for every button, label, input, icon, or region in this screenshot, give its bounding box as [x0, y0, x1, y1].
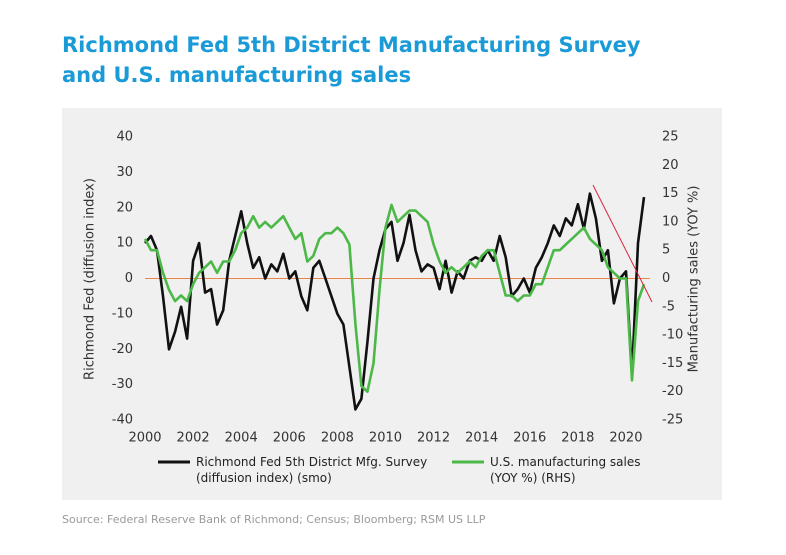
y2-tick-label: -25: [662, 413, 683, 428]
y-axis-label: Richmond Fed (diffusion index): [83, 178, 98, 380]
x-tick-label: 2000: [128, 431, 161, 446]
y-tick-label: 40: [116, 130, 133, 145]
trend-line: [592, 184, 653, 303]
chart-title: Richmond Fed 5th District Manufacturing …: [62, 33, 641, 57]
x-tick-label: 2008: [321, 431, 354, 446]
y2-tick-label: 10: [662, 214, 679, 229]
y-tick-label: 0: [125, 271, 133, 286]
x-tick-label: 2016: [513, 431, 546, 446]
y2-tick-label: -10: [662, 328, 683, 343]
y2-tick-label: 5: [662, 243, 670, 258]
y-tick-label: -30: [112, 377, 133, 392]
series-line: [143, 203, 646, 393]
plot-background: [62, 108, 722, 500]
legend-label: U.S. manufacturing sales (YOY %) (RHS): [490, 455, 641, 485]
y2-tick-label: 25: [662, 130, 679, 145]
x-tick-label: 2002: [177, 431, 210, 446]
y2-tick-label: 20: [662, 158, 679, 173]
series-line: [144, 192, 646, 411]
x-tick-label: 2012: [417, 431, 450, 446]
x-tick-label: 2018: [561, 431, 594, 446]
y-tick-label: 30: [116, 165, 133, 180]
y2-tick-label: -20: [662, 384, 683, 399]
y-tick-label: -20: [112, 342, 133, 357]
y-tick-label: -40: [112, 413, 133, 428]
legend-label: Richmond Fed 5th District Mfg. Survey (d…: [196, 455, 428, 485]
y2-tick-label: -15: [662, 356, 683, 371]
x-tick-label: 2020: [609, 431, 642, 446]
x-tick-label: 2010: [369, 431, 402, 446]
y2-axis-label: Manufacturing sales (YOY %): [687, 186, 702, 373]
x-tick-label: 2014: [465, 431, 498, 446]
plot: -40 -30 -20 -10 0 10 20 30 40 -25 -20 -15 -10 -5 0 5 10 1…: [112, 130, 683, 446]
y2-tick-label: -5: [662, 299, 675, 314]
source: Source: Federal Reserve Bank of Richmond…: [62, 513, 486, 526]
y2-tick-label: 15: [662, 186, 679, 201]
y-tick-label: 10: [116, 236, 133, 251]
chart-subtitle: and U.S. manufacturing sales: [62, 63, 411, 87]
y-tick-label: 20: [116, 200, 133, 215]
x-tick-label: 2004: [225, 431, 258, 446]
y-tick-label: -10: [112, 306, 133, 321]
x-tick-label: 2006: [273, 431, 306, 446]
y2-tick-label: 0: [662, 271, 670, 286]
